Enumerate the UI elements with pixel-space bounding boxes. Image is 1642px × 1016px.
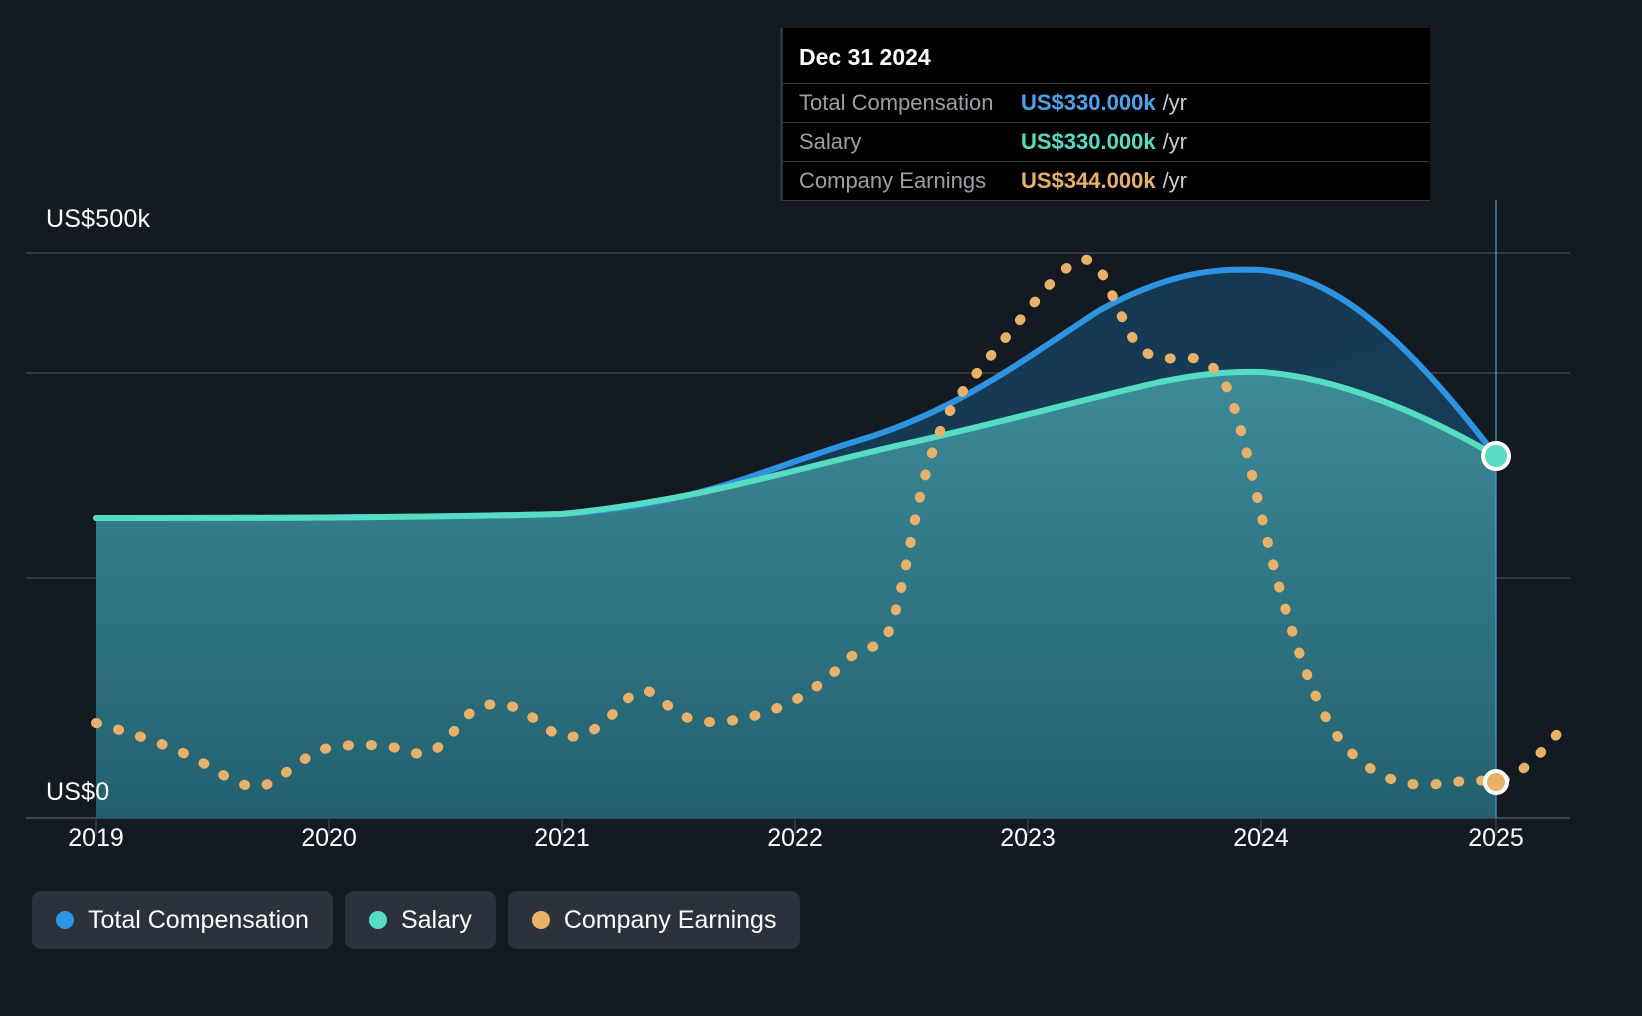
legend-dot-icon-total-compensation [56,911,74,929]
tooltip-value-salary: US$330.000k [1021,129,1156,154]
legend-dot-icon-salary [368,911,387,929]
x-axis-label-2022: 2022 [767,824,823,852]
x-axis-label-2020: 2020 [301,824,357,852]
chart-legend: Total Compensation Salary Company Earnin… [32,891,801,949]
chart-tooltip: Dec 31 2024 Total Compensation US$330.00… [780,28,1430,201]
tooltip-label-salary: Salary [799,129,862,154]
tooltip-unit-total-compensation: /yr [1162,90,1188,115]
tooltip-row-company-earnings: Company Earnings US$344.000k /yr [783,161,1430,201]
tooltip-unit-salary: /yr [1162,129,1188,154]
marker-salary[interactable] [1481,441,1511,471]
marker-company-earnings[interactable] [1483,769,1509,795]
y-axis-label-bottom: US$0 [46,778,110,806]
tooltip-row-total-compensation: Total Compensation US$330.000k /yr [783,83,1430,122]
x-tick-marks [95,818,1497,836]
x-axis-label-2021: 2021 [534,824,590,852]
x-axis-label-2024: 2024 [1233,824,1289,852]
tooltip-value-total-compensation: US$330.000k [1021,90,1156,115]
tooltip-label-company-earnings: Company Earnings [799,168,987,193]
legend-label-company-earnings: Company Earnings [563,905,777,934]
series-area-salary [96,371,1496,818]
tooltip-value-company-earnings: US$344.000k [1021,168,1156,193]
series-line-salary [93,368,1499,521]
legend-dot-icon-company-earnings [531,911,550,929]
y-axis-label-top: US$500k [46,205,151,233]
tooltip-label-total-compensation: Total Compensation [799,90,994,115]
x-axis-label-2025: 2025 [1468,824,1524,852]
legend-item-company-earnings[interactable]: Company Earnings [507,891,801,949]
x-axis-label-2019: 2019 [68,824,124,852]
x-axis-label-2023: 2023 [1000,824,1056,852]
legend-item-total-compensation[interactable]: Total Compensation [32,891,333,949]
legend-label-total-compensation: Total Compensation [88,905,309,934]
tooltip-unit-company-earnings: /yr [1162,168,1188,193]
legend-label-salary: Salary [400,905,472,934]
tooltip-date: Dec 31 2024 [799,44,931,70]
legend-item-salary[interactable]: Salary [344,891,496,949]
series-line-company-earnings [91,254,1575,792]
tooltip-row-salary: Salary US$330.000k /yr [783,122,1430,161]
